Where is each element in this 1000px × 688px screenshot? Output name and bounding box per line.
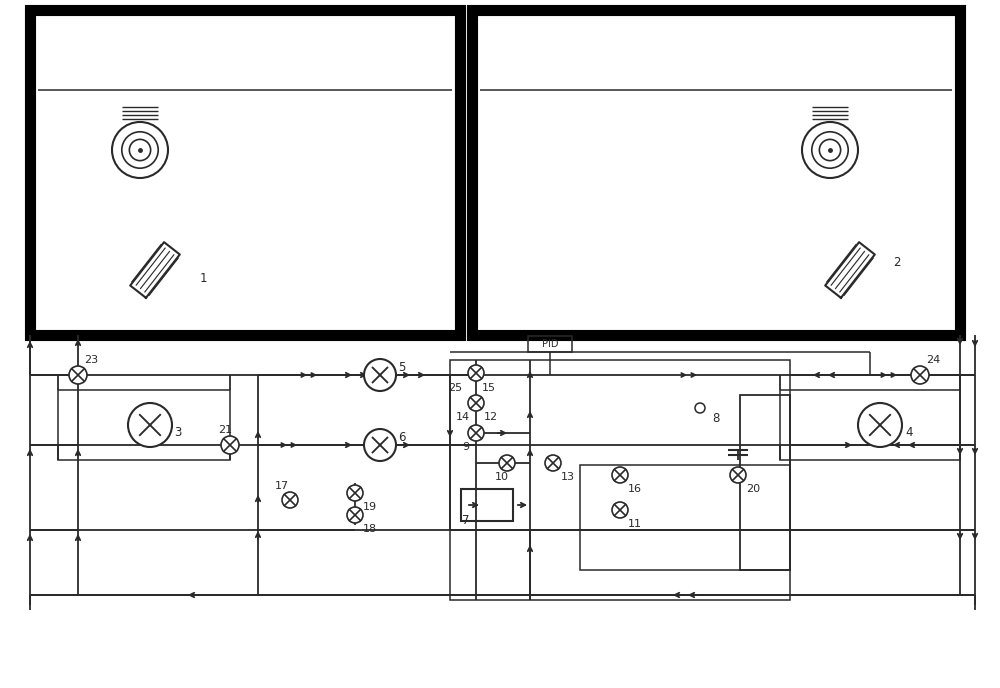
Bar	[740, 395, 790, 570]
Bar	[58, 390, 230, 460]
Text: 1: 1	[200, 272, 208, 285]
Text: 8: 8	[712, 411, 719, 424]
Bar	[780, 390, 960, 460]
Circle shape	[128, 403, 172, 447]
Text: 21: 21	[218, 425, 232, 435]
Text: 7: 7	[462, 513, 470, 526]
Text: PID: PID	[542, 339, 558, 349]
Text: 10: 10	[495, 472, 509, 482]
Circle shape	[612, 502, 628, 518]
Text: 12: 12	[484, 412, 498, 422]
Text: 18: 18	[363, 524, 377, 534]
Circle shape	[221, 436, 239, 454]
Text: 3: 3	[174, 425, 181, 438]
Text: 14: 14	[456, 412, 470, 422]
Bar	[30, 10, 460, 335]
Bar	[450, 360, 790, 600]
Circle shape	[364, 429, 396, 461]
Text: 5: 5	[398, 361, 405, 374]
Bar	[461, 489, 513, 521]
Text: 2: 2	[893, 255, 900, 268]
Text: 20: 20	[746, 484, 760, 494]
Bar	[528, 336, 572, 352]
Text: 25: 25	[448, 383, 462, 393]
Text: 11: 11	[628, 519, 642, 529]
Bar	[472, 10, 960, 335]
Circle shape	[468, 395, 484, 411]
Text: 13: 13	[561, 472, 575, 482]
Bar	[580, 465, 790, 570]
Text: 15: 15	[482, 383, 496, 393]
Circle shape	[468, 365, 484, 381]
Text: 6: 6	[398, 431, 406, 444]
Circle shape	[911, 366, 929, 384]
Text: 17: 17	[275, 481, 289, 491]
Circle shape	[730, 467, 746, 483]
Circle shape	[612, 467, 628, 483]
Text: 23: 23	[84, 355, 98, 365]
Circle shape	[499, 455, 515, 471]
Circle shape	[112, 122, 168, 178]
Circle shape	[347, 485, 363, 501]
Circle shape	[282, 492, 298, 508]
Circle shape	[468, 425, 484, 441]
Circle shape	[858, 403, 902, 447]
Circle shape	[69, 366, 87, 384]
Circle shape	[347, 507, 363, 523]
Circle shape	[802, 122, 858, 178]
Circle shape	[545, 455, 561, 471]
Text: 24: 24	[926, 355, 940, 365]
Text: 9: 9	[462, 442, 469, 452]
Circle shape	[364, 359, 396, 391]
Text: 19: 19	[363, 502, 377, 512]
Text: 16: 16	[628, 484, 642, 494]
Text: 4: 4	[905, 425, 912, 438]
